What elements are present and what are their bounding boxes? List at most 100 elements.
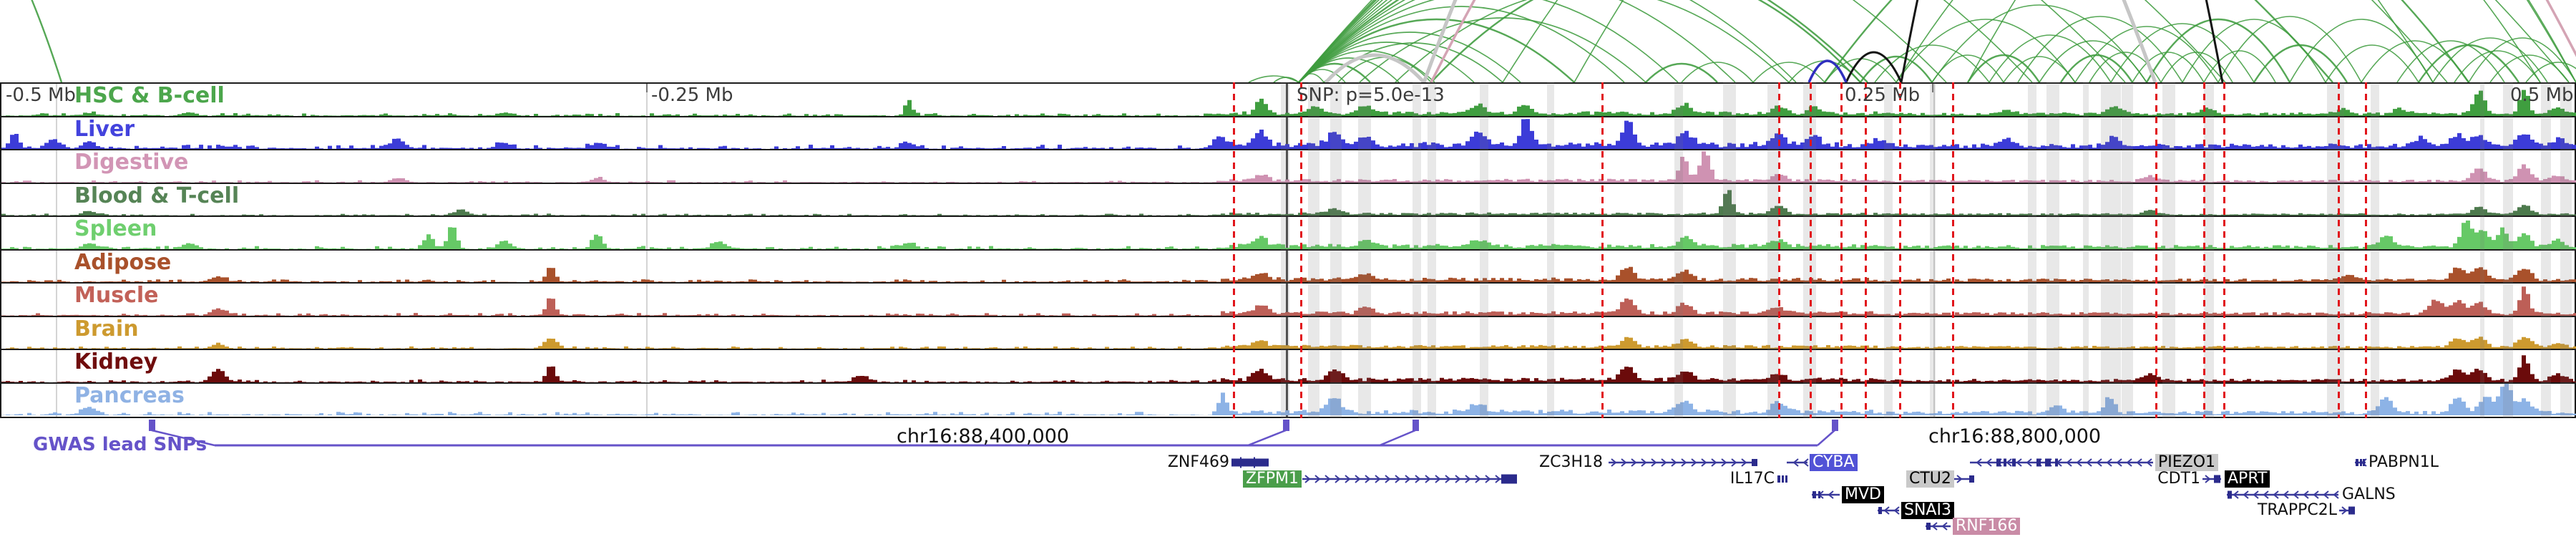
- green-interaction-arc: [1298, 0, 2126, 83]
- green-interaction-arc: [2396, 40, 2505, 83]
- signal-area: [1, 337, 2576, 349]
- ruler-gridline: [56, 82, 57, 418]
- gwas-snp-tick[interactable]: [1832, 420, 1838, 431]
- linked-region-band: [2480, 82, 2484, 418]
- gene-label-galns[interactable]: GALNS: [2342, 485, 2396, 503]
- strand-arrow: [1425, 475, 1431, 483]
- pink-interaction-arc: [1430, 0, 2576, 83]
- gwas-snp-tick[interactable]: [1283, 420, 1289, 431]
- exon-block: [1752, 459, 1757, 466]
- strand-arrow: [2323, 490, 2329, 499]
- gene-label-il17c[interactable]: IL17C: [1729, 470, 1775, 488]
- track-row-hsc-b-cell[interactable]: HSC & B-cell: [1, 82, 2576, 116]
- strand-arrow: [1661, 458, 1667, 467]
- signal-plot: [1, 337, 2576, 349]
- gene-structures-svg: [149, 420, 2367, 531]
- track-row-muscle[interactable]: Muscle: [1, 282, 2576, 316]
- track-row-digestive[interactable]: Digestive: [1, 149, 2576, 183]
- gwas-snp-tick[interactable]: [149, 420, 155, 431]
- gwas-snp-tick[interactable]: [1413, 420, 1419, 431]
- track-row-adipose[interactable]: Adipose: [1, 248, 2576, 282]
- track-row-kidney[interactable]: Kidney: [1, 349, 2576, 382]
- green-interaction-arc: [1298, 0, 1797, 83]
- green-interaction-arc: [2418, 44, 2519, 83]
- linked-region-band: [1308, 82, 1319, 418]
- gene-label-aprt[interactable]: APRT: [2225, 470, 2270, 488]
- track-label: HSC & B-cell: [74, 83, 225, 108]
- strand-arrow: [1671, 458, 1677, 467]
- track-row-brain[interactable]: Brain: [1, 315, 2576, 349]
- exon-block: [1926, 523, 1931, 530]
- green-interaction-arc: [2059, 54, 2134, 83]
- ruler-gridline: [646, 82, 648, 418]
- gene-label-pabpn1l[interactable]: PABPN1L: [2368, 453, 2439, 471]
- gwas-snp-dashed-line: [1601, 82, 1604, 418]
- track-label: Muscle: [74, 283, 159, 308]
- strand-arrow: [2026, 458, 2032, 467]
- exon-block: [2363, 459, 2365, 466]
- green-interaction-arc: [1966, 54, 2041, 83]
- track-row-spleen[interactable]: Spleen: [1, 216, 2576, 249]
- chromatin-interaction-arcs: [31, 0, 2576, 84]
- gene-label-cyba[interactable]: CYBA: [1810, 454, 1858, 471]
- gene-label-snai3[interactable]: SNAI3: [1901, 502, 1954, 519]
- signal-area: [1, 266, 2576, 282]
- ruler-tick: [1932, 82, 1933, 92]
- strand-arrow: [1691, 458, 1697, 467]
- gwas-snp-dashed-line: [2365, 82, 2367, 418]
- gene-label-piezo1[interactable]: PIEZO1: [2155, 454, 2219, 471]
- strand-arrow: [1495, 475, 1501, 483]
- strand-arrow: [2116, 458, 2122, 467]
- gene-label-cdt1[interactable]: CDT1: [2157, 470, 2200, 488]
- exon-block: [2036, 458, 2041, 467]
- strand-arrow: [1335, 475, 1341, 483]
- green-interaction-arc: [1359, 17, 1646, 83]
- linked-region-band: [2560, 82, 2572, 418]
- gene-label-mvd[interactable]: MVD: [1842, 486, 1884, 503]
- strand-arrow: [1721, 458, 1727, 467]
- green-interaction-arc: [2182, 19, 2326, 83]
- gene-label-trappc2l[interactable]: TRAPPC2L: [2257, 501, 2337, 519]
- strand-arrow: [1445, 475, 1451, 483]
- strand-arrow: [1976, 458, 1982, 467]
- linked-region-band: [1358, 82, 1371, 418]
- strand-arrow: [2106, 458, 2112, 467]
- gwas-snp-dashed-line: [2223, 82, 2225, 418]
- gwas-snp-dashed-line: [1300, 82, 1302, 418]
- exon-block: [2348, 506, 2355, 515]
- gwas-snp-connector: [1247, 429, 1287, 447]
- linked-region-band: [1547, 82, 1554, 418]
- gwas-snp-connector: [1379, 429, 1416, 447]
- track-row-liver[interactable]: Liver: [1, 115, 2576, 149]
- exon-block: [1231, 458, 1269, 467]
- gene-label-rnf166[interactable]: RNF166: [1953, 518, 2021, 535]
- gene-label-zfpm1[interactable]: ZFPM1: [1243, 470, 1302, 488]
- linked-region-band: [2327, 82, 2344, 418]
- linked-region-band: [1930, 82, 1936, 418]
- gwas-snp-connector: [151, 429, 215, 447]
- strand-arrow: [2136, 458, 2142, 467]
- gene-label-ctu2[interactable]: CTU2: [1906, 470, 1954, 488]
- strand-arrow: [1701, 458, 1707, 467]
- signal-area: [1, 354, 2576, 382]
- strand-arrow: [1375, 475, 1381, 483]
- exon-block: [1969, 475, 1974, 483]
- strand-arrow: [1941, 522, 1948, 531]
- strand-arrow: [2263, 490, 2269, 499]
- gene-label-znf469[interactable]: ZNF469: [1167, 453, 1229, 471]
- linked-region-band: [1674, 82, 1683, 418]
- gray-interaction-arc: [1422, 0, 2157, 83]
- linked-region-band: [1428, 82, 1436, 418]
- strand-arrow: [1956, 475, 1963, 483]
- green-interaction-arc: [2017, 16, 2183, 83]
- green-interaction-arc: [2432, 37, 2548, 83]
- strand-arrow: [2283, 490, 2289, 499]
- green-interaction-arc: [1298, 0, 1736, 83]
- track-row-pancreas[interactable]: Pancreas: [1, 382, 2576, 415]
- gwas-snp-dashed-line: [2338, 82, 2340, 418]
- track-row-blood-t-cell[interactable]: Blood & T-cell: [1, 182, 2576, 216]
- exon-block: [2012, 458, 2016, 467]
- gene-label-zc3h18[interactable]: ZC3H18: [1539, 453, 1603, 471]
- green-interaction-arc: [1931, 4, 2147, 83]
- green-interaction-arc: [1989, 34, 2112, 83]
